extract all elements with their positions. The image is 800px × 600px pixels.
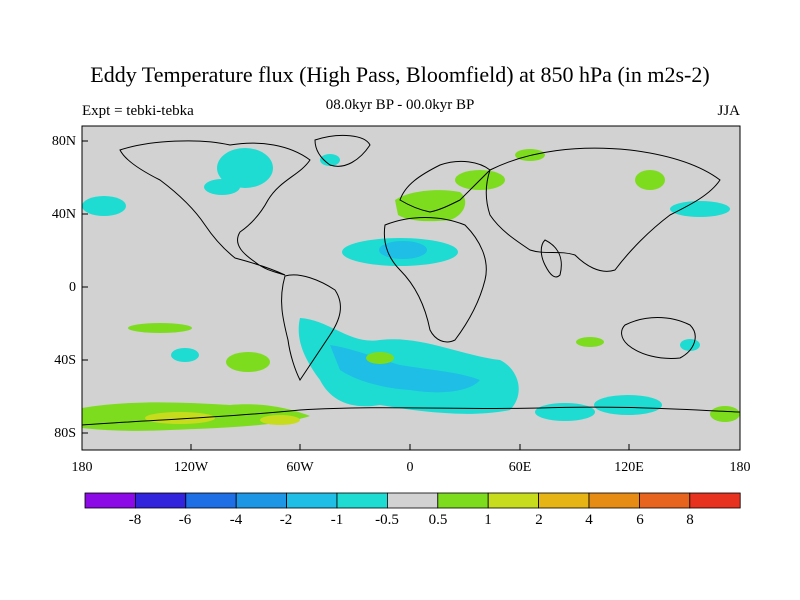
map-border: [81, 125, 741, 451]
lat-label-equator: 0: [69, 280, 76, 295]
lat-label-80n: 80N: [51, 134, 76, 149]
lat-label-40s: 40S: [54, 353, 76, 368]
colorbar-label: -2: [279, 512, 293, 528]
colorbar-box: [639, 492, 691, 509]
positive-anomaly-patches: [82, 149, 740, 431]
colorbar-box: [185, 492, 237, 509]
colorbar-label: -8: [128, 512, 142, 528]
colorbar-label: 1: [484, 512, 492, 528]
colorbar-box: [84, 492, 136, 509]
colorbar-box: [437, 492, 489, 509]
lon-label-120e: 120E: [614, 460, 644, 475]
lon-label-180w: 180: [71, 460, 93, 475]
colorbar-box: [386, 492, 439, 509]
colorbar-box: [487, 492, 540, 509]
coastlines: [81, 134, 741, 426]
axis-ticks: [82, 140, 630, 450]
colorbar-box: [235, 492, 287, 509]
colorbar-label: 6: [636, 512, 644, 528]
colorbar-label: 8: [686, 512, 694, 528]
colorbar-label: 4: [585, 512, 593, 528]
colorbar-label: 0.5: [428, 512, 448, 528]
colorbar-label: 2: [535, 512, 543, 528]
colorbar-box: [286, 492, 338, 509]
lon-label-0: 0: [406, 460, 414, 475]
lon-label-180e: 180: [729, 460, 751, 475]
colorbar-box: [588, 492, 640, 509]
colorbar-box: [336, 492, 388, 509]
colorbar-label: -4: [229, 512, 243, 528]
colorbar-label: -1: [330, 512, 344, 528]
season-label: JJA: [717, 103, 740, 119]
colorbar-box: [134, 492, 187, 509]
lat-label-40n: 40N: [51, 207, 76, 222]
lon-label-120w: 120W: [173, 460, 209, 475]
colorbar-box: [538, 492, 590, 509]
colorbar-label: -6: [178, 512, 192, 528]
experiment-label: Expt = tebki-tebka: [82, 103, 194, 119]
colorbar: [84, 492, 741, 509]
lon-label-60w: 60W: [286, 460, 314, 475]
colorbar-box: [689, 492, 741, 509]
colorbar-label: -0.5: [375, 512, 399, 528]
chart-title: Eddy Temperature flux (High Pass, Bloomf…: [90, 62, 710, 87]
lat-label-80s: 80S: [54, 426, 76, 441]
lon-label-60e: 60E: [508, 460, 532, 475]
period-label: 08.0kyr BP - 00.0kyr BP: [325, 97, 475, 113]
